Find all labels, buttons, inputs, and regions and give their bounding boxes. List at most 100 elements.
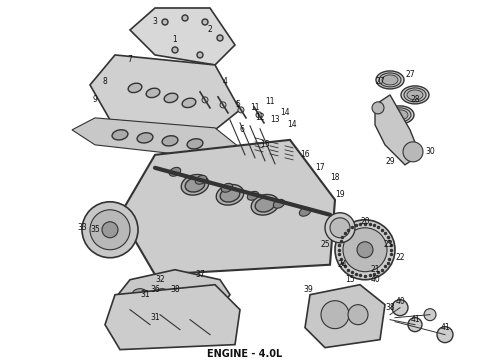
Text: 18: 18 bbox=[330, 173, 340, 182]
Circle shape bbox=[162, 19, 168, 25]
Ellipse shape bbox=[196, 175, 207, 184]
Circle shape bbox=[335, 220, 395, 280]
Text: 25: 25 bbox=[320, 240, 330, 249]
Polygon shape bbox=[90, 55, 240, 130]
Ellipse shape bbox=[392, 110, 408, 120]
Text: 24: 24 bbox=[337, 260, 347, 269]
Ellipse shape bbox=[128, 83, 142, 93]
Text: 22: 22 bbox=[395, 253, 405, 262]
Text: 37: 37 bbox=[195, 270, 205, 279]
Ellipse shape bbox=[255, 198, 275, 212]
Text: 6: 6 bbox=[240, 125, 245, 134]
Text: 15: 15 bbox=[260, 140, 270, 149]
Circle shape bbox=[182, 15, 188, 21]
Ellipse shape bbox=[376, 71, 404, 89]
Text: 27: 27 bbox=[375, 77, 385, 86]
Ellipse shape bbox=[404, 88, 426, 102]
Polygon shape bbox=[72, 118, 240, 158]
Text: 39: 39 bbox=[303, 285, 313, 294]
Text: 28: 28 bbox=[410, 95, 420, 104]
Ellipse shape bbox=[379, 73, 401, 87]
Ellipse shape bbox=[273, 199, 285, 208]
Text: 21: 21 bbox=[370, 265, 380, 274]
Text: 5: 5 bbox=[236, 100, 241, 109]
Ellipse shape bbox=[176, 289, 192, 301]
Ellipse shape bbox=[221, 183, 233, 192]
Circle shape bbox=[343, 228, 387, 272]
Ellipse shape bbox=[182, 98, 196, 108]
Text: 32: 32 bbox=[155, 275, 165, 284]
Ellipse shape bbox=[187, 139, 203, 149]
Text: ENGINE - 4.0L: ENGINE - 4.0L bbox=[207, 348, 283, 359]
Text: 12: 12 bbox=[255, 113, 265, 122]
Ellipse shape bbox=[382, 75, 398, 85]
Text: 13: 13 bbox=[270, 115, 280, 124]
Circle shape bbox=[357, 242, 373, 258]
Text: 11: 11 bbox=[250, 103, 260, 112]
Circle shape bbox=[256, 112, 262, 118]
Ellipse shape bbox=[164, 93, 178, 103]
Ellipse shape bbox=[185, 177, 205, 192]
Circle shape bbox=[437, 327, 453, 343]
Text: 38: 38 bbox=[170, 285, 180, 294]
Ellipse shape bbox=[112, 130, 128, 140]
Circle shape bbox=[197, 52, 203, 58]
Text: 35: 35 bbox=[90, 225, 100, 234]
Text: 36: 36 bbox=[150, 285, 160, 294]
Text: 15: 15 bbox=[345, 275, 355, 284]
Circle shape bbox=[220, 102, 226, 108]
Circle shape bbox=[82, 202, 138, 258]
Text: 38: 38 bbox=[385, 303, 395, 312]
Circle shape bbox=[202, 19, 208, 25]
Text: 17: 17 bbox=[315, 163, 325, 172]
Text: 7: 7 bbox=[127, 55, 132, 64]
Circle shape bbox=[321, 301, 349, 329]
Text: 23: 23 bbox=[383, 240, 393, 249]
Circle shape bbox=[217, 35, 223, 41]
Text: 27: 27 bbox=[405, 71, 415, 80]
Text: 8: 8 bbox=[102, 77, 107, 86]
Ellipse shape bbox=[407, 90, 423, 100]
Ellipse shape bbox=[198, 289, 214, 301]
Circle shape bbox=[348, 305, 368, 325]
Text: 20: 20 bbox=[360, 217, 370, 226]
Text: 1: 1 bbox=[172, 35, 177, 44]
Ellipse shape bbox=[216, 184, 244, 205]
Text: 4: 4 bbox=[222, 77, 227, 86]
Ellipse shape bbox=[132, 289, 148, 301]
Text: 16: 16 bbox=[300, 150, 310, 159]
Polygon shape bbox=[105, 285, 240, 350]
Text: 2: 2 bbox=[208, 26, 212, 35]
Text: 41: 41 bbox=[410, 315, 420, 324]
Ellipse shape bbox=[389, 108, 411, 122]
Text: 40: 40 bbox=[370, 275, 380, 284]
Circle shape bbox=[172, 47, 178, 53]
Text: 33: 33 bbox=[77, 223, 87, 232]
Ellipse shape bbox=[401, 86, 429, 104]
Text: 14: 14 bbox=[280, 108, 290, 117]
Text: 30: 30 bbox=[425, 147, 435, 156]
Circle shape bbox=[102, 222, 118, 238]
Ellipse shape bbox=[386, 106, 414, 124]
Text: 31: 31 bbox=[150, 313, 160, 322]
Text: 11: 11 bbox=[265, 98, 275, 107]
Text: 3: 3 bbox=[152, 18, 157, 27]
Circle shape bbox=[372, 102, 384, 114]
Text: 41: 41 bbox=[440, 323, 450, 332]
Ellipse shape bbox=[146, 88, 160, 98]
Ellipse shape bbox=[170, 167, 181, 176]
Ellipse shape bbox=[181, 175, 209, 195]
Ellipse shape bbox=[162, 136, 178, 146]
Polygon shape bbox=[130, 8, 235, 65]
Polygon shape bbox=[305, 285, 385, 348]
Text: 40: 40 bbox=[395, 297, 405, 306]
Circle shape bbox=[392, 300, 408, 316]
Circle shape bbox=[90, 210, 130, 250]
Text: 29: 29 bbox=[385, 157, 395, 166]
Text: 14: 14 bbox=[287, 120, 297, 129]
Ellipse shape bbox=[220, 188, 240, 202]
Polygon shape bbox=[118, 270, 230, 320]
Circle shape bbox=[325, 213, 355, 243]
Polygon shape bbox=[120, 140, 335, 275]
Text: 19: 19 bbox=[335, 190, 345, 199]
